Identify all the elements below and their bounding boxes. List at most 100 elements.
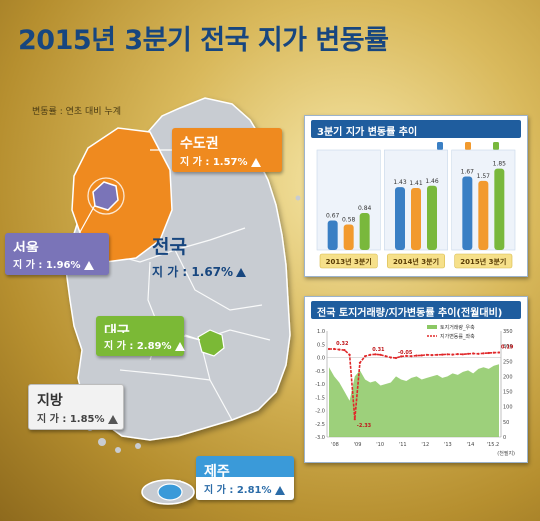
national-label: 전국 지 가 : 1.67% (152, 232, 247, 280)
rate-point (358, 361, 361, 364)
rate-point (327, 347, 331, 351)
x-tick-label: '14 (467, 442, 475, 448)
unit-label: (천필지) (497, 450, 515, 457)
rate-point (389, 356, 392, 359)
bar-value-label: 0.67 (326, 213, 340, 220)
rate-point (497, 351, 501, 354)
category-tag (319, 253, 378, 269)
bar-1-0 (343, 224, 354, 250)
left-tick-label: -2.5 (315, 422, 325, 428)
x-tick-label: '08 (331, 442, 339, 448)
bar-0-2 (462, 176, 473, 250)
jeju-name: 제주 (204, 464, 230, 480)
daegu-value-row: 지 가 : 2.89% (96, 333, 185, 356)
right-tick-label: 200 (503, 374, 513, 380)
rate-point (482, 352, 485, 355)
category-tag (454, 253, 513, 269)
rate-point (472, 352, 475, 355)
seoul-value-row: 지 가 : 1.96% (5, 252, 109, 275)
bar-chart-panel: 3분기 지가 변동률 추이 전국수도권지방권0.670.580.842013년 … (304, 115, 528, 277)
bar-value-label: 0.84 (358, 205, 372, 212)
left-tick-label: -2.0 (315, 409, 325, 415)
rate-point (420, 354, 423, 357)
volume-area (329, 364, 499, 437)
bar-1-2 (478, 180, 489, 250)
national-name: 전국 (152, 236, 187, 258)
category-label: 2015년 3분기 (460, 257, 506, 266)
seoul-value: 지 가 : 1.96% (13, 260, 81, 271)
left-tick-label: -3.0 (315, 435, 325, 441)
rate-point (436, 353, 439, 356)
bar-2-0 (359, 213, 370, 250)
local-region-value: 지 가 : 1.85% (37, 414, 105, 425)
bar-2-1 (427, 185, 437, 250)
local-region-name: 지방 (37, 393, 63, 409)
rate-annotation: 0.19 (501, 344, 514, 350)
x-tick-label: '15.2 (487, 442, 500, 448)
bar-value-label: 1.67 (461, 169, 475, 176)
rate-point (400, 355, 403, 358)
line-chart-title: 전국 토지거래량/지가변동률 추이(전월대비) (311, 301, 521, 319)
seoul-ring (87, 177, 125, 215)
bar-1-1 (411, 187, 421, 250)
daegu-connector (184, 334, 201, 341)
bar-0-0 (327, 220, 338, 250)
bar-value-label: 1.41 (409, 180, 423, 187)
rate-point (348, 353, 351, 356)
rate-point (451, 353, 454, 356)
rate-point (425, 353, 428, 356)
up-arrow-icon (274, 485, 285, 495)
jeju-value: 지 가 : 2.81% (204, 485, 272, 496)
rate-annotation: -0.05 (398, 350, 413, 356)
rate-point (379, 353, 382, 356)
rate-point (461, 353, 464, 356)
x-tick-label: '13 (444, 442, 452, 448)
bar-0-1 (395, 187, 405, 250)
bar-value-label: 1.85 (493, 161, 507, 168)
capital-region-box: 수도권 지 가 : 1.57% (172, 128, 282, 172)
capital-region-value: 지 가 : 1.57% (180, 157, 248, 168)
rate-point (467, 352, 470, 355)
jeju-box: 제주 지 가 : 2.81% (196, 456, 294, 500)
rate-point (446, 353, 449, 356)
legend-swatch-1 (465, 142, 471, 150)
bar-value-label: 0.58 (342, 216, 356, 223)
left-tick-label: 1.0 (317, 329, 325, 335)
left-tick-label: 0.0 (317, 356, 325, 362)
bar-value-label: 1.46 (425, 178, 439, 185)
local-region-value-row: 지 가 : 1.85% (29, 406, 123, 429)
daegu-box: 대구 지 가 : 2.89% (96, 316, 185, 356)
local-region-box: 지방 지 가 : 1.85% (28, 384, 124, 430)
up-arrow-icon (250, 157, 261, 167)
x-tick-label: '12 (421, 442, 429, 448)
rate-point (415, 354, 418, 357)
rate-point (333, 347, 336, 351)
national-value-row: 지 가 : 1.67% (152, 263, 247, 280)
right-tick-label: 150 (503, 390, 513, 396)
x-tick-label: '11 (399, 442, 407, 448)
rate-point (353, 418, 356, 421)
legend-volume-label: 토지거래량_우축 (440, 324, 475, 331)
up-arrow-icon (174, 341, 185, 351)
legend-volume-swatch (427, 325, 437, 329)
legend-swatch-0 (437, 142, 443, 150)
rate-point (492, 351, 495, 354)
rate-line (329, 348, 500, 420)
x-tick-label: '10 (376, 442, 384, 448)
bar-value-label: 1.57 (477, 173, 491, 180)
legend-swatch-2 (493, 142, 499, 150)
jeju-value-row: 지 가 : 2.81% (196, 477, 294, 500)
bar-2-2 (494, 168, 505, 250)
rate-point (384, 355, 387, 358)
change-rate-note: 변동률 : 연초 대비 누계 (32, 107, 121, 117)
daegu-value: 지 가 : 2.89% (104, 341, 172, 352)
rate-point (369, 353, 372, 356)
right-tick-label: 250 (503, 359, 513, 365)
rate-point (394, 356, 398, 360)
rate-point (487, 351, 490, 355)
capital-region-name: 수도권 (180, 136, 219, 152)
rate-point (477, 352, 480, 355)
daegu-highlight (197, 329, 225, 357)
category-label: 2013년 3분기 (326, 257, 372, 266)
